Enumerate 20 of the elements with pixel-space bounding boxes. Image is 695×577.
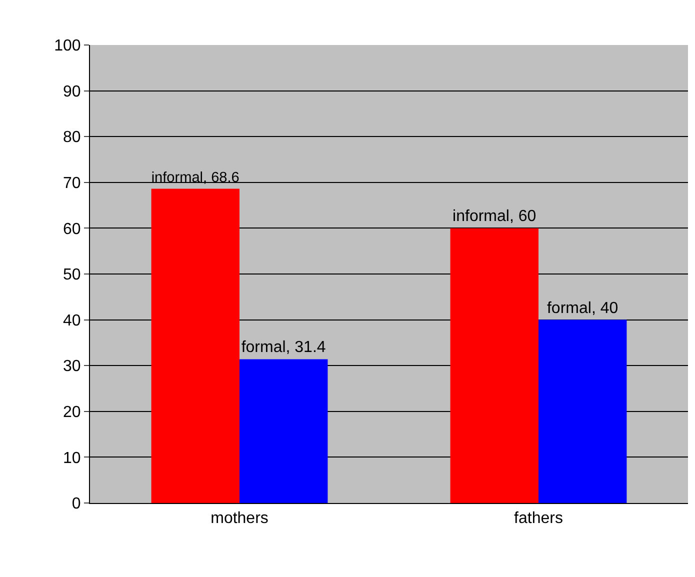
data-label: informal, 60 [452, 208, 536, 226]
y-tick-label: 20 [63, 404, 81, 421]
x-tick-label: fathers [514, 510, 563, 528]
x-tick-label: mothers [210, 510, 268, 528]
y-tick-label: 30 [63, 358, 81, 376]
y-tick-label: 50 [63, 266, 81, 284]
y-tick-label: 70 [63, 175, 81, 192]
y-tick-label: 10 [63, 450, 81, 467]
bar [538, 320, 627, 503]
y-tick-label: 80 [63, 129, 81, 146]
y-tick-label: 0 [72, 496, 81, 513]
y-tick-label: 90 [63, 83, 81, 100]
y-tick-label: 40 [63, 312, 81, 330]
bar [151, 188, 240, 503]
y-tick-label: 60 [63, 220, 81, 238]
y-tick-label: 100 [54, 38, 81, 55]
data-label: formal, 40 [546, 300, 618, 317]
data-label: formal, 31.4 [241, 339, 326, 356]
bar [450, 228, 538, 503]
bar [240, 359, 328, 503]
